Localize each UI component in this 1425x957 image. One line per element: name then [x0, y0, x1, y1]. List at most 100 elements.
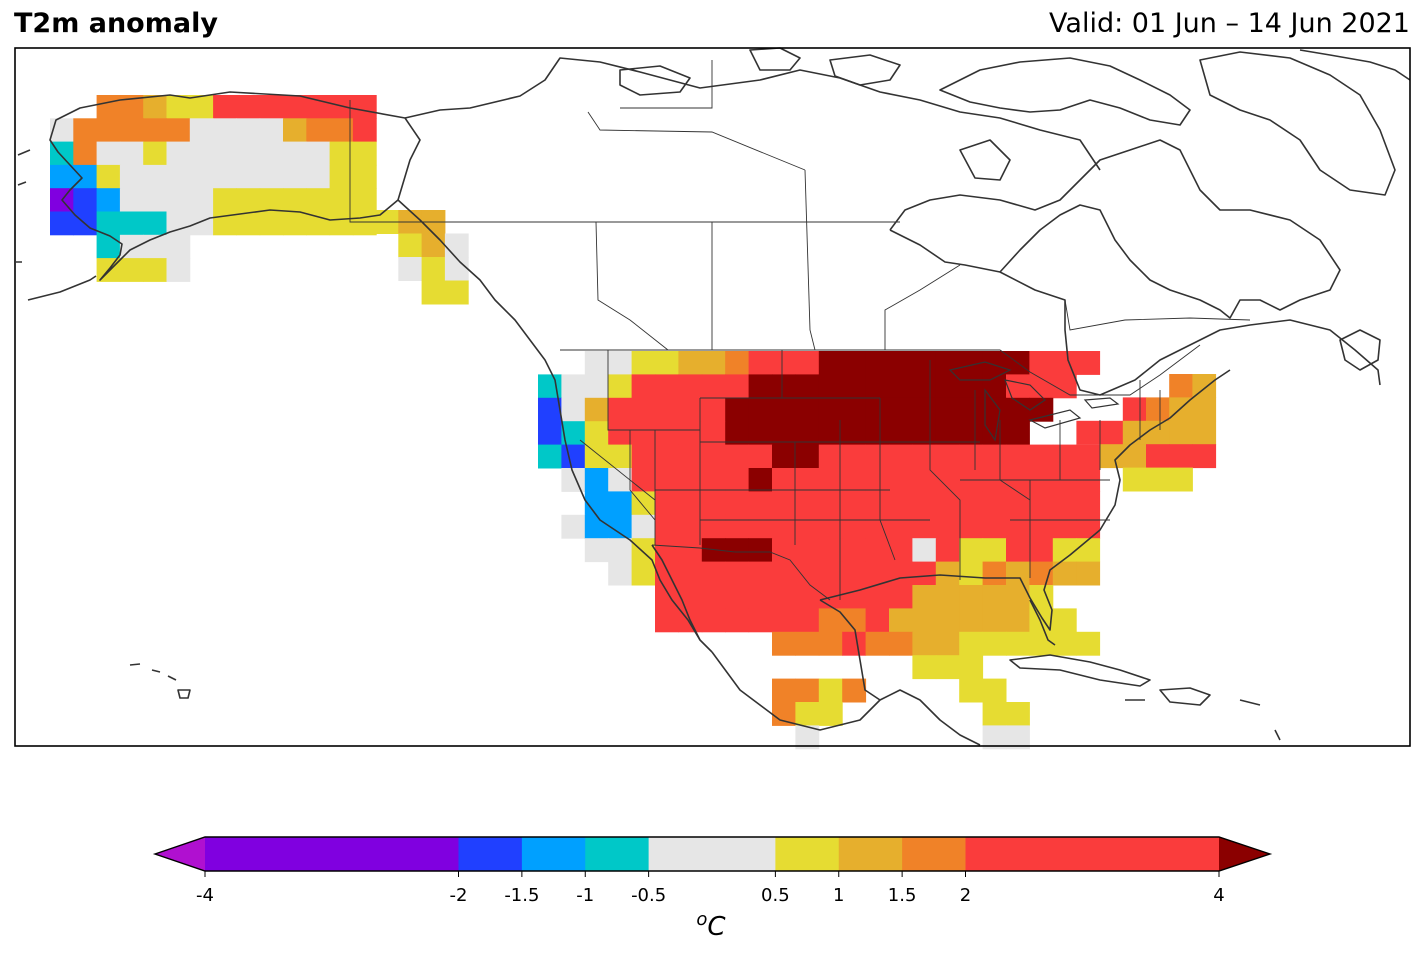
conus-cell [655, 608, 679, 633]
conus-cell [912, 631, 937, 656]
conus-cell [935, 444, 960, 469]
conus-cell [818, 421, 843, 446]
conus-cell [865, 397, 890, 422]
conus-cell [631, 351, 656, 375]
conus-cell [865, 491, 890, 516]
conus-cell [772, 444, 796, 469]
alaska-cell [283, 118, 307, 143]
conus-cell [701, 491, 726, 516]
unit-superscript: o [696, 909, 707, 930]
alaska-cell [329, 95, 354, 119]
conus-cell [748, 608, 773, 633]
conus-cell [1052, 491, 1077, 516]
conus-cell [818, 491, 843, 516]
northeast-cell [1169, 467, 1193, 492]
alaska-cell [96, 95, 121, 119]
conus-cell [818, 608, 843, 633]
colorbar-bin [838, 837, 903, 871]
conus-cell [1076, 561, 1101, 586]
alaska-cell [189, 95, 214, 119]
alaska-cell [352, 141, 377, 166]
conus-cell [1052, 608, 1077, 633]
conus-cell [748, 468, 773, 492]
conus-cell [935, 655, 960, 680]
alaska-cell [283, 164, 307, 189]
conus-cell [1029, 351, 1054, 375]
conus-cell [889, 421, 913, 446]
colorbar-fill [152, 836, 1273, 872]
conus-cell [1076, 444, 1101, 469]
alaska-cell [73, 188, 98, 212]
bc-cell [421, 233, 446, 258]
conus-cell [865, 444, 890, 469]
conus-cell [842, 421, 867, 446]
conus-cell [842, 397, 867, 422]
alaska-cell [166, 211, 191, 236]
conus-cell [935, 421, 960, 446]
conus-cell [561, 421, 586, 446]
conus-cell [795, 514, 820, 539]
conus-cell [959, 631, 984, 656]
conus-cell [982, 421, 1007, 446]
conus-cell [842, 631, 867, 656]
alaska-cell [50, 164, 74, 189]
conus-cell [1029, 491, 1054, 516]
conus-cell [608, 397, 633, 422]
conus-cell [865, 514, 890, 539]
conus-cell [982, 397, 1007, 422]
conus-cell [818, 538, 843, 563]
conus-cell [818, 702, 843, 726]
alaska-cell [166, 188, 191, 212]
conus-cell [1006, 725, 1030, 750]
colorbar-under-arrow [155, 837, 205, 871]
conus-cell [795, 444, 820, 469]
conus-cell [912, 538, 937, 563]
conus-cell [935, 468, 960, 492]
alaska-cell [352, 188, 377, 212]
conus-cell [772, 585, 796, 609]
conus-cell [889, 631, 913, 656]
conus-cell [795, 702, 820, 726]
alaska-cell [329, 188, 354, 212]
colorbar-tick-label: -1 [576, 885, 594, 906]
conus-cell [795, 421, 820, 446]
alaska-cell [189, 141, 214, 166]
conus-cell [842, 351, 867, 375]
conus-cell [1029, 397, 1054, 422]
conus-cell [889, 585, 913, 609]
conus-cell [1076, 514, 1101, 539]
conus-cell [959, 444, 984, 469]
conus-cell [561, 397, 586, 422]
conus-cell [772, 468, 796, 492]
alaska-cell [96, 118, 121, 143]
conus-cell [701, 608, 726, 633]
alaska-cell [96, 234, 121, 259]
alaska-cell [166, 118, 191, 143]
conus-cell [959, 374, 984, 399]
conus-cell [748, 444, 773, 469]
conus-cell [865, 561, 890, 586]
conus-cell [631, 538, 656, 563]
conus-cell [935, 491, 960, 516]
conus-cell [748, 421, 773, 446]
conus-cell [889, 514, 913, 539]
conus-cell [795, 374, 820, 399]
conus-cell [1006, 585, 1030, 609]
northeast-cell [1122, 397, 1147, 422]
conus-cell [818, 678, 843, 703]
alaska-cell [213, 164, 237, 189]
conus-cell [655, 421, 679, 446]
conus-cell [608, 468, 633, 492]
conus-cell [608, 374, 633, 399]
conus-cell [842, 678, 867, 703]
conus-cell [1006, 538, 1030, 563]
colorbar-unit: oC [696, 909, 726, 942]
conus-cell [701, 374, 726, 399]
alaska-cell [213, 118, 237, 143]
alaska-cell [73, 164, 98, 189]
conus-cell [748, 561, 773, 586]
conus-cell [959, 397, 984, 422]
conus-cell [655, 397, 679, 422]
conus-cell [584, 421, 609, 446]
bc-cell [398, 233, 423, 258]
